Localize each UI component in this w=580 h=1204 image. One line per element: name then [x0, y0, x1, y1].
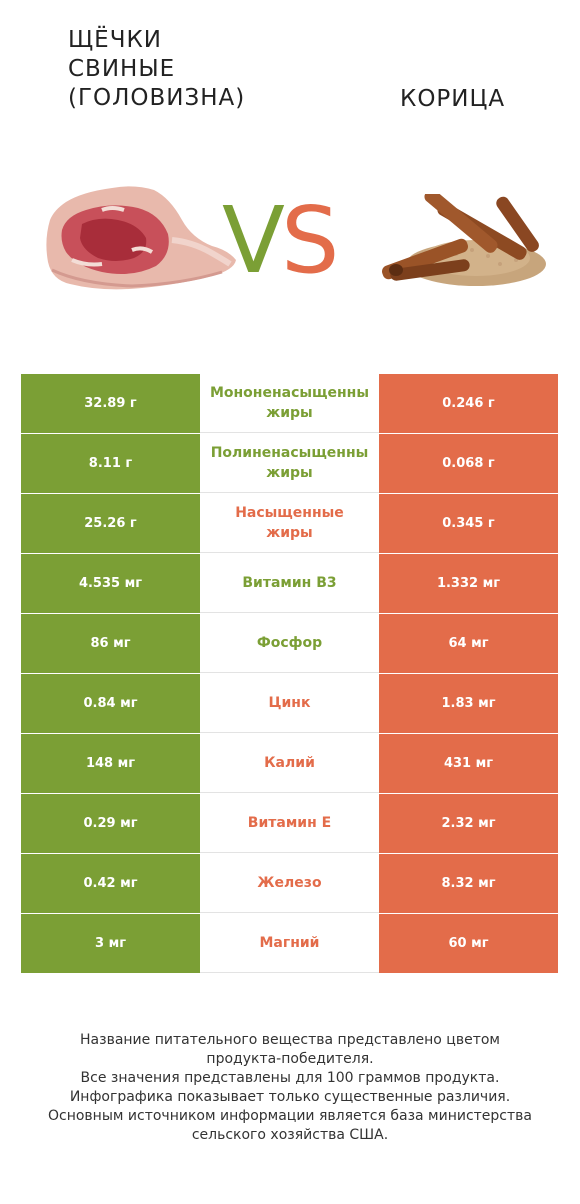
footer-line: Основным источником информации является … — [48, 1108, 532, 1124]
table-row: 4.535 мг Витамин B3 1.332 мг — [21, 554, 558, 614]
cinnamon-image — [382, 194, 546, 286]
right-value: 1.332 мг — [379, 554, 558, 613]
footer-line: продукта-победителя. — [206, 1051, 374, 1067]
nutrient-name: Магний — [200, 914, 379, 973]
footer-notes: Название питательного вещества представл… — [20, 1031, 560, 1145]
footer-line: сельского хозяйства США. — [191, 1127, 389, 1143]
nutrient-name-line: Железо — [257, 875, 322, 891]
left-value: 86 мг — [21, 614, 200, 673]
left-value: 25.26 г — [21, 494, 200, 553]
table-row: 32.89 г Мононенасыщенны жиры 0.246 г — [21, 374, 558, 434]
right-value: 8.32 мг — [379, 854, 558, 913]
vs-v: V — [222, 187, 285, 294]
nutrient-name: Насыщенные жиры — [200, 494, 379, 553]
right-value: 0.345 г — [379, 494, 558, 553]
left-value: 0.84 мг — [21, 674, 200, 733]
right-value: 60 мг — [379, 914, 558, 973]
right-value: 0.068 г — [379, 434, 558, 493]
vs-label: VS — [222, 195, 339, 287]
left-value: 32.89 г — [21, 374, 200, 433]
left-title-line: СВИНЫЕ — [68, 56, 176, 82]
right-value: 1.83 мг — [379, 674, 558, 733]
left-value: 0.29 мг — [21, 794, 200, 853]
left-value: 8.11 г — [21, 434, 200, 493]
nutrient-name-line: Цинк — [268, 695, 311, 711]
pork-cheek-image — [46, 186, 237, 290]
footer-line: Все значения представлены для 100 граммо… — [80, 1070, 500, 1086]
nutrient-name: Витамин E — [200, 794, 379, 853]
nutrient-name: Железо — [200, 854, 379, 913]
table-row: 0.84 мг Цинк 1.83 мг — [21, 674, 558, 734]
left-value: 148 мг — [21, 734, 200, 793]
nutrient-name: Калий — [200, 734, 379, 793]
nutrient-name: Фосфор — [200, 614, 379, 673]
right-value: 64 мг — [379, 614, 558, 673]
nutrient-name-line: жиры — [266, 525, 313, 541]
nutrient-name-line: Калий — [264, 755, 315, 771]
left-value: 0.42 мг — [21, 854, 200, 913]
nutrient-name: Полиненасыщенны жиры — [200, 434, 379, 493]
nutrient-name: Цинк — [200, 674, 379, 733]
nutrient-name-line: Фосфор — [256, 635, 323, 651]
table-row: 86 мг Фосфор 64 мг — [21, 614, 558, 674]
right-value: 0.246 г — [379, 374, 558, 433]
vs-s: S — [280, 187, 339, 294]
left-title-line: ЩЁЧКИ — [68, 27, 162, 53]
table-row: 8.11 г Полиненасыщенны жиры 0.068 г — [21, 434, 558, 494]
nutrient-name-line: Магний — [259, 935, 320, 951]
table-row: 3 мг Магний 60 мг — [21, 914, 558, 974]
nutrient-name-line: жиры — [266, 465, 313, 481]
nutrient-name: Витамин B3 — [200, 554, 379, 613]
nutrient-name-line: жиры — [266, 405, 313, 421]
table-row: 0.42 мг Железо 8.32 мг — [21, 854, 558, 914]
left-value: 4.535 мг — [21, 554, 200, 613]
footer-line: Название питательного вещества представл… — [80, 1032, 500, 1048]
table-row: 0.29 мг Витамин E 2.32 мг — [21, 794, 558, 854]
left-value: 3 мг — [21, 914, 200, 973]
table-row: 25.26 г Насыщенные жиры 0.345 г — [21, 494, 558, 554]
footer-line: Инфографика показывает только существенн… — [69, 1089, 511, 1105]
nutrient-name-line: Мононенасыщенны — [209, 385, 370, 401]
nutrient-name-line: Полиненасыщенны — [210, 445, 369, 461]
nutrient-name-line: Витамин E — [247, 815, 332, 831]
right-product-title: КОРИЦА — [400, 86, 506, 112]
right-value: 431 мг — [379, 734, 558, 793]
right-value: 2.32 мг — [379, 794, 558, 853]
left-title-line: (ГОЛОВИЗНА) — [68, 85, 246, 111]
left-product-title: ЩЁЧКИ СВИНЫЕ (ГОЛОВИЗНА) — [68, 26, 245, 113]
nutrient-name-line: Витамин B3 — [242, 575, 337, 591]
table-row: 148 мг Калий 431 мг — [21, 734, 558, 794]
nutrient-name: Мононенасыщенны жиры — [200, 374, 379, 433]
nutrient-name-line: Насыщенные — [235, 505, 344, 521]
